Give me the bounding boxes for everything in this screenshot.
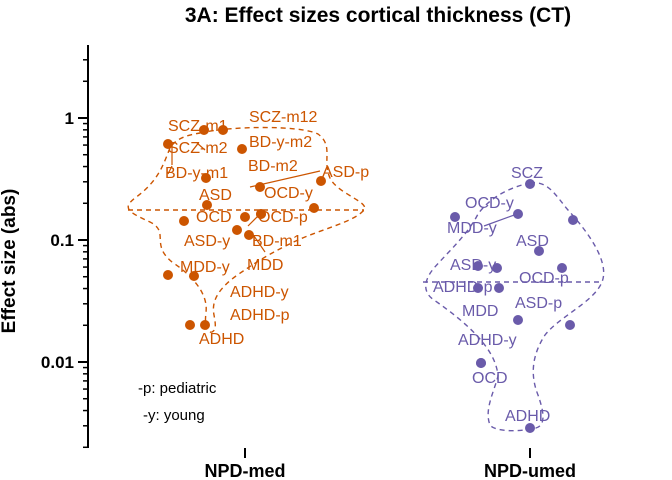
- y-tick-label: 0.1: [50, 231, 74, 250]
- data-point-labels: SCZ-m1 SCZ-m12 SCZ-m2 BD-y-m2 BD-y-m1 BD-m2 AS…: [165, 109, 569, 425]
- data-point-label: OCD: [472, 370, 508, 387]
- data-point-label: SCZ: [511, 165, 543, 182]
- label-connector: [483, 213, 518, 227]
- data-point-label: OCD-p: [519, 270, 569, 287]
- data-point: [568, 215, 578, 225]
- data-point: [473, 283, 483, 293]
- data-point-label: ASD-y: [450, 257, 496, 274]
- data-point: [201, 173, 211, 183]
- data-point-label: BD-m1: [252, 233, 302, 250]
- data-point-label: ASD: [516, 233, 549, 250]
- violin-npd-umed: [425, 182, 605, 432]
- median-lines: [128, 209, 603, 283]
- data-point: [255, 182, 265, 192]
- x-category-label: NPD-med: [204, 461, 285, 480]
- data-point-label: ADHD-y: [458, 332, 517, 349]
- data-point-label: ADHD: [199, 331, 244, 348]
- data-point-label: ADHD: [505, 408, 550, 425]
- legend-note-pediatric: -p: pediatric: [138, 380, 217, 397]
- data-point-label: ADHD-p: [230, 307, 290, 324]
- data-point-label: MDD-y: [180, 259, 230, 276]
- data-point-label: MDD-y: [447, 220, 497, 237]
- data-point-label: MDD: [247, 257, 283, 274]
- data-point-label: ASD-y: [184, 233, 230, 250]
- data-point-label: MDD: [462, 303, 498, 320]
- data-point: [218, 125, 228, 135]
- data-point-label: ADHD-p: [433, 279, 493, 296]
- label-connector: [167, 165, 173, 175]
- data-point: [202, 200, 212, 210]
- data-point: [513, 209, 523, 219]
- data-point: [309, 203, 319, 213]
- data-point: [163, 270, 173, 280]
- x-axis: NPD-med NPD-umed: [204, 448, 576, 480]
- data-point: [232, 225, 242, 235]
- data-point: [256, 209, 266, 219]
- data-point: [557, 263, 567, 273]
- label-connector: [196, 142, 206, 151]
- x-category-label: NPD-umed: [484, 461, 576, 480]
- y-axis-label: Effect size (abs): [0, 189, 20, 334]
- data-point: [185, 320, 195, 330]
- data-point-label: BD-m2: [248, 158, 298, 175]
- data-point: [473, 261, 483, 271]
- data-point: [565, 320, 575, 330]
- data-point-label: OCD-y: [264, 185, 313, 202]
- data-point-label: OCD: [196, 209, 232, 226]
- data-point: [179, 216, 189, 226]
- data-point-label: SCZ-m12: [249, 109, 318, 126]
- data-point: [199, 125, 209, 135]
- data-point: [525, 179, 535, 189]
- data-point-label: OCD-p: [258, 209, 308, 226]
- data-point: [525, 423, 535, 433]
- data-point: [492, 263, 502, 273]
- y-axis: 1 0.1 0.01: [41, 45, 89, 449]
- label-connector: [253, 235, 266, 253]
- data-point: [189, 271, 199, 281]
- data-point-label: ADHD-y: [230, 284, 289, 301]
- data-point-label: SCZ-m2: [168, 140, 228, 157]
- data-point-label: ASD-p: [322, 164, 369, 181]
- violin-shapes: [127, 126, 605, 432]
- data-point: [513, 315, 523, 325]
- data-point: [237, 144, 247, 154]
- data-point-label: ASD-p: [515, 295, 562, 312]
- data-point: [494, 283, 504, 293]
- chart-title: 3A: Effect sizes cortical thickness (CT): [185, 4, 571, 27]
- violin-npd-med: [127, 126, 366, 333]
- data-point: [240, 212, 250, 222]
- legend-note-young: -y: young: [143, 407, 205, 424]
- data-point: [476, 358, 486, 368]
- data-point-label: OCD-y: [465, 195, 514, 212]
- y-tick-label: 1: [65, 109, 74, 128]
- data-points: [163, 125, 578, 433]
- data-point-label: ASD: [199, 187, 232, 204]
- data-point: [244, 230, 254, 240]
- data-point: [534, 246, 544, 256]
- y-tick-label: 0.01: [41, 353, 74, 372]
- data-point-label: BD-y-m2: [249, 134, 312, 151]
- data-point: [163, 139, 173, 149]
- data-point: [450, 212, 460, 222]
- data-point: [316, 176, 326, 186]
- data-point-label: SCZ-m1: [168, 118, 228, 135]
- data-point: [200, 320, 210, 330]
- data-point-label: BD-y-m1: [165, 165, 228, 182]
